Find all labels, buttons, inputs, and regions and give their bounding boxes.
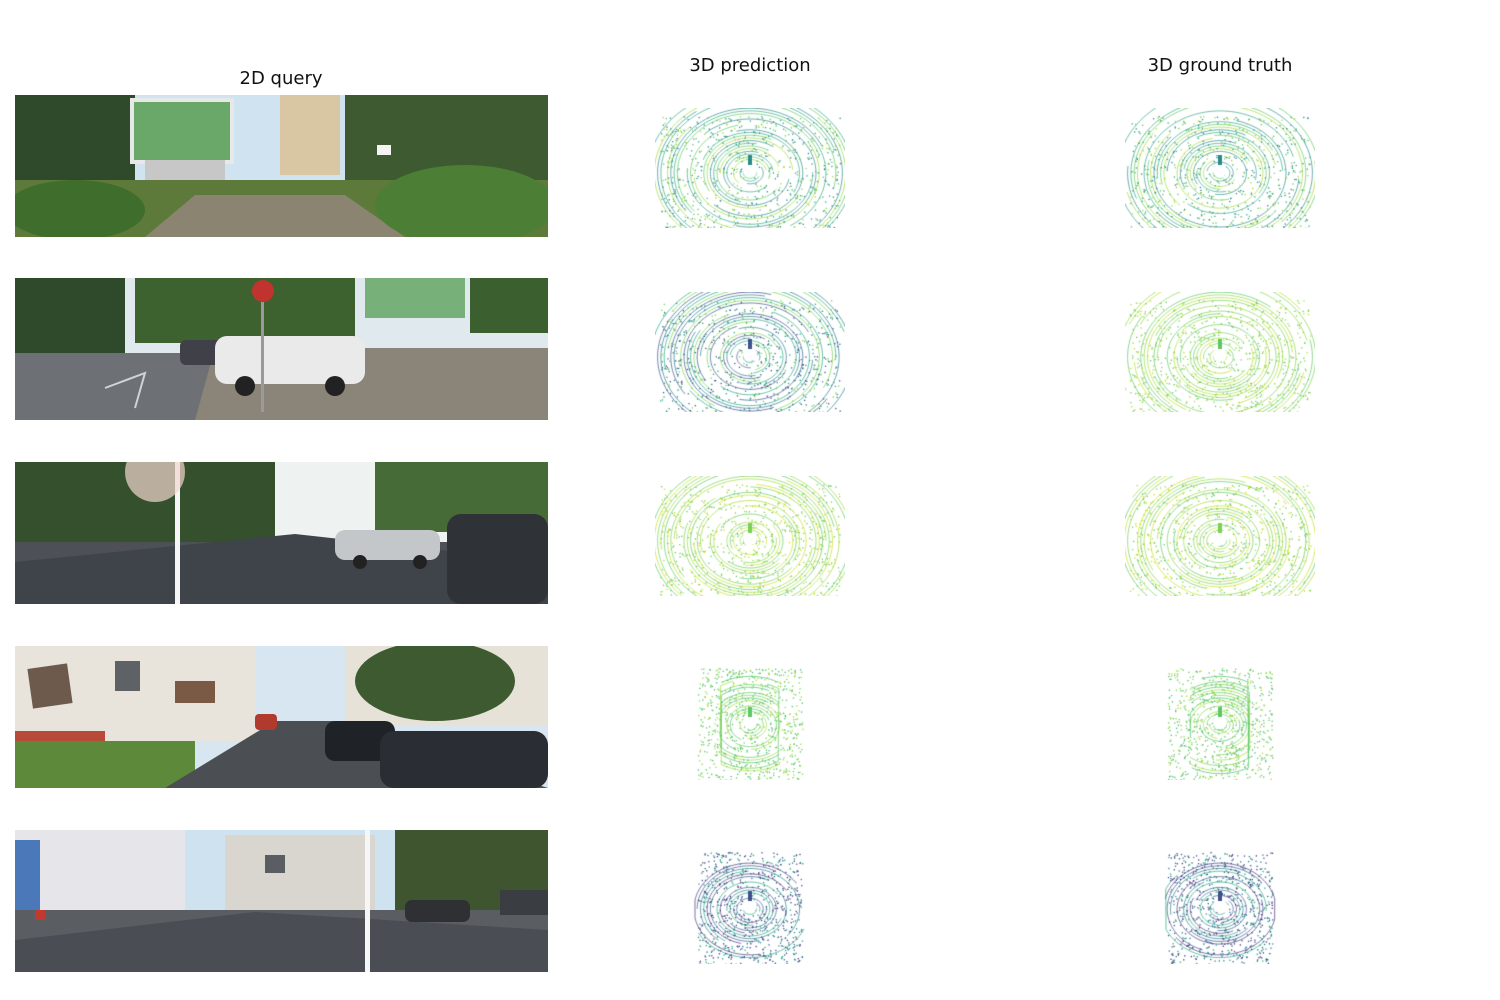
ground-truth-point-cloud-4 — [1125, 660, 1315, 780]
title-2d-query: 2D query — [239, 68, 323, 89]
query-image-3 — [15, 462, 548, 604]
query-image-2 — [15, 278, 548, 420]
prediction-point-cloud-1 — [655, 108, 845, 228]
query-image-5 — [15, 830, 548, 972]
ground-truth-point-cloud-2 — [1125, 292, 1315, 412]
title-3d-ground-truth: 3D ground truth — [1147, 55, 1293, 76]
ground-truth-point-cloud-3 — [1125, 476, 1315, 596]
query-image-4 — [15, 646, 548, 788]
title-3d-prediction: 3D prediction — [689, 55, 811, 76]
query-image-1 — [15, 95, 548, 237]
prediction-point-cloud-4 — [655, 660, 845, 780]
prediction-point-cloud-2 — [655, 292, 845, 412]
ground-truth-point-cloud-1 — [1125, 108, 1315, 228]
ground-truth-point-cloud-5 — [1125, 844, 1315, 964]
prediction-point-cloud-5 — [655, 844, 845, 964]
prediction-point-cloud-3 — [655, 476, 845, 596]
